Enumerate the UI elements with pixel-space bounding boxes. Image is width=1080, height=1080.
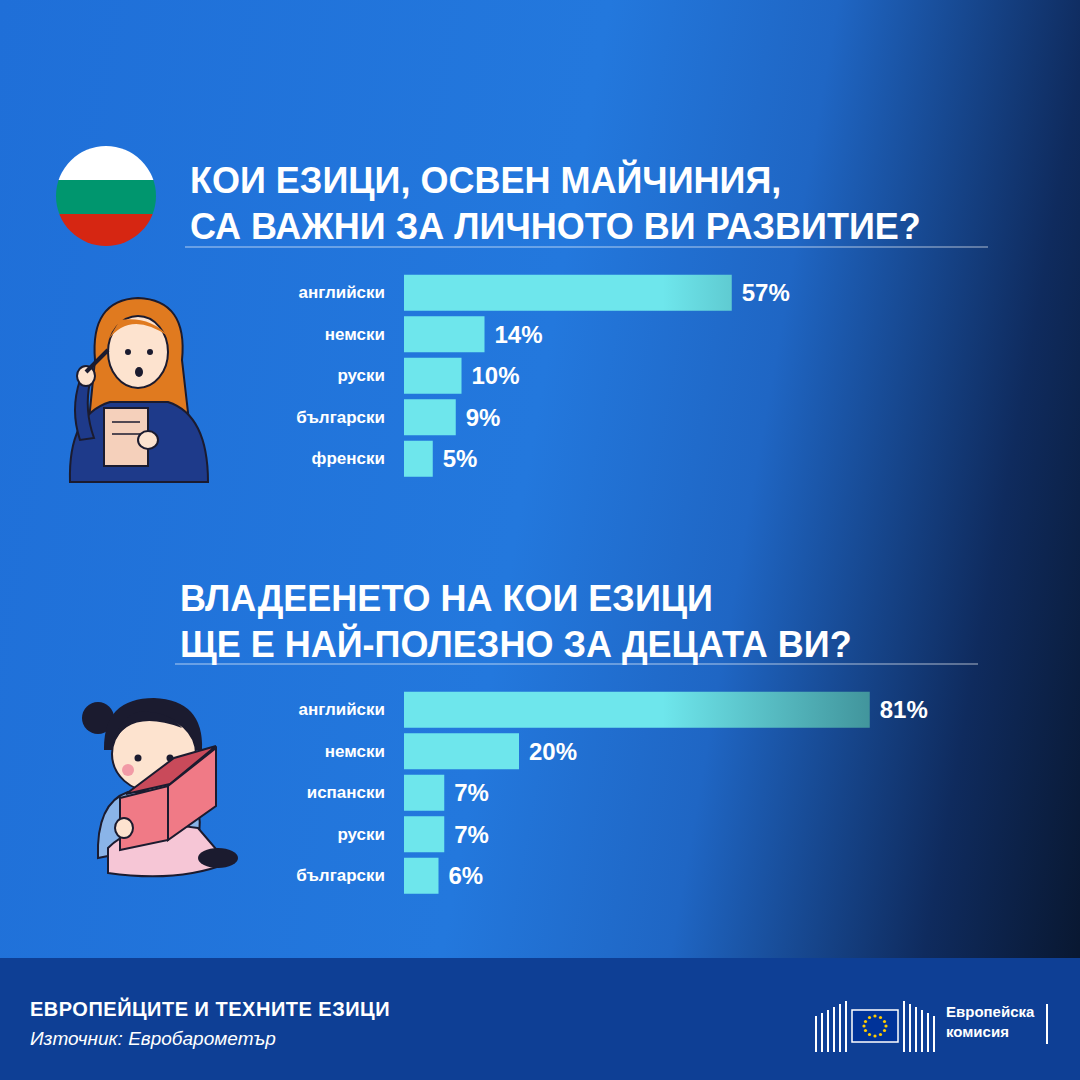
svg-text:руски: руски	[337, 825, 385, 844]
svg-text:английски: английски	[299, 700, 386, 719]
svg-text:9%: 9%	[466, 404, 501, 431]
svg-text:испански: испански	[307, 783, 385, 802]
svg-text:немски: немски	[325, 325, 385, 344]
svg-text:7%: 7%	[454, 779, 489, 806]
svg-text:френски: френски	[312, 449, 385, 468]
svg-text:КОИ ЕЗИЦИ, ОСВЕН МАЙЧИНИЯ,: КОИ ЕЗИЦИ, ОСВЕН МАЙЧИНИЯ,	[190, 159, 781, 201]
svg-text:ВЛАДЕЕНЕТО НА КОИ ЕЗИЦИ: ВЛАДЕЕНЕТО НА КОИ ЕЗИЦИ	[180, 578, 713, 619]
svg-text:български: български	[296, 408, 385, 427]
html-text:Източник: Евробарометър: Източник: Евробарометър	[30, 1028, 276, 1049]
svg-text:руски: руски	[337, 366, 385, 385]
svg-text:6%: 6%	[449, 862, 484, 889]
svg-text:български: български	[296, 866, 385, 885]
svg-text:57%: 57%	[742, 279, 790, 306]
svg-text:ЩЕ Е НАЙ-ПОЛЕЗНО ЗА ДЕЦАТА ВИ?: ЩЕ Е НАЙ-ПОЛЕЗНО ЗА ДЕЦАТА ВИ?	[180, 623, 852, 665]
svg-text:7%: 7%	[454, 821, 489, 848]
svg-text:14%: 14%	[495, 321, 543, 348]
svg-text:СА ВАЖНИ ЗА ЛИЧНОТО ВИ РАЗВИТИ: СА ВАЖНИ ЗА ЛИЧНОТО ВИ РАЗВИТИЕ?	[190, 206, 921, 247]
html-text:ЕВРОПЕЙЦИТЕ И ТЕХНИТЕ ЕЗИЦИ: ЕВРОПЕЙЦИТЕ И ТЕХНИТЕ ЕЗИЦИ	[30, 998, 391, 1020]
svg-text:20%: 20%	[529, 738, 577, 765]
svg-text:10%: 10%	[472, 362, 520, 389]
svg-text:немски: немски	[325, 742, 385, 761]
html-text:Европейска комисия: Европейска комисия	[946, 1003, 1035, 1040]
svg-text:5%: 5%	[443, 445, 478, 472]
svg-text:английски: английски	[299, 283, 386, 302]
svg-text:81%: 81%	[880, 696, 928, 723]
